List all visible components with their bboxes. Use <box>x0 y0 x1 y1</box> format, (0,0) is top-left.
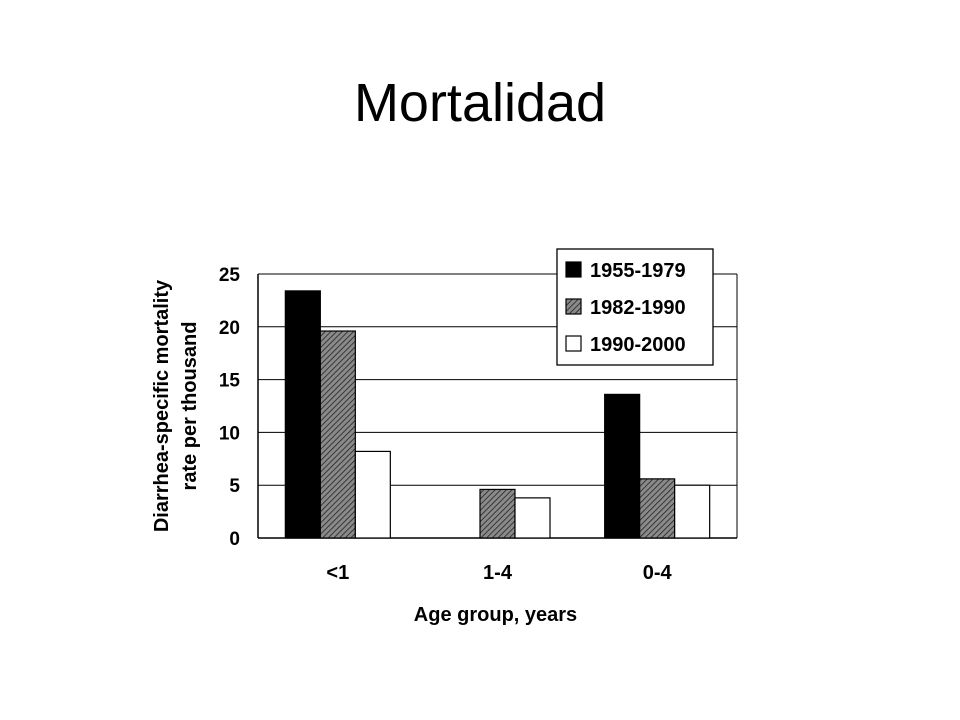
y-tick-label: 0 <box>229 529 240 550</box>
legend-label: 1955-1979 <box>590 260 686 282</box>
legend-label: 1990-2000 <box>590 334 686 356</box>
y-tick-label: 25 <box>219 265 241 286</box>
x-tick-label: 1-4 <box>483 562 513 584</box>
y-axis-label-line-2: rate per thousand <box>179 322 201 491</box>
plot-area: 0 5 10 15 20 25 <1 1-4 0-4 Age group, years Diarrh… <box>151 248 738 626</box>
y-tick-label: 15 <box>219 371 241 392</box>
bar-1982-1990-1-4 <box>479 488 516 539</box>
bar-1955-1979-<1 <box>284 290 321 539</box>
y-tick-label: 10 <box>219 423 240 444</box>
legend-swatch <box>565 335 582 352</box>
legend-label: 1982-1990 <box>590 297 686 319</box>
y-axis-label-line-1: Diarrhea-specific mortality <box>151 279 173 532</box>
bar-1955-1979-0-4 <box>604 393 641 539</box>
legend-swatch <box>565 298 582 315</box>
x-axis-label: Age group, years <box>414 604 577 626</box>
bar-1990-2000-<1 <box>354 450 391 539</box>
x-tick-label: <1 <box>326 562 349 584</box>
y-tick-label: 20 <box>219 318 240 339</box>
bar-1982-1990-<1 <box>319 330 356 539</box>
legend-swatch <box>565 261 582 278</box>
slide-title: Mortalidad <box>353 73 607 133</box>
legend-box <box>556 248 714 366</box>
x-tick-label: 0-4 <box>643 562 673 584</box>
bar-1990-2000-1-4 <box>514 497 551 539</box>
bar-1990-2000-0-4 <box>674 484 711 539</box>
y-tick-label: 5 <box>229 476 240 497</box>
bar-1982-1990-0-4 <box>639 478 676 539</box>
